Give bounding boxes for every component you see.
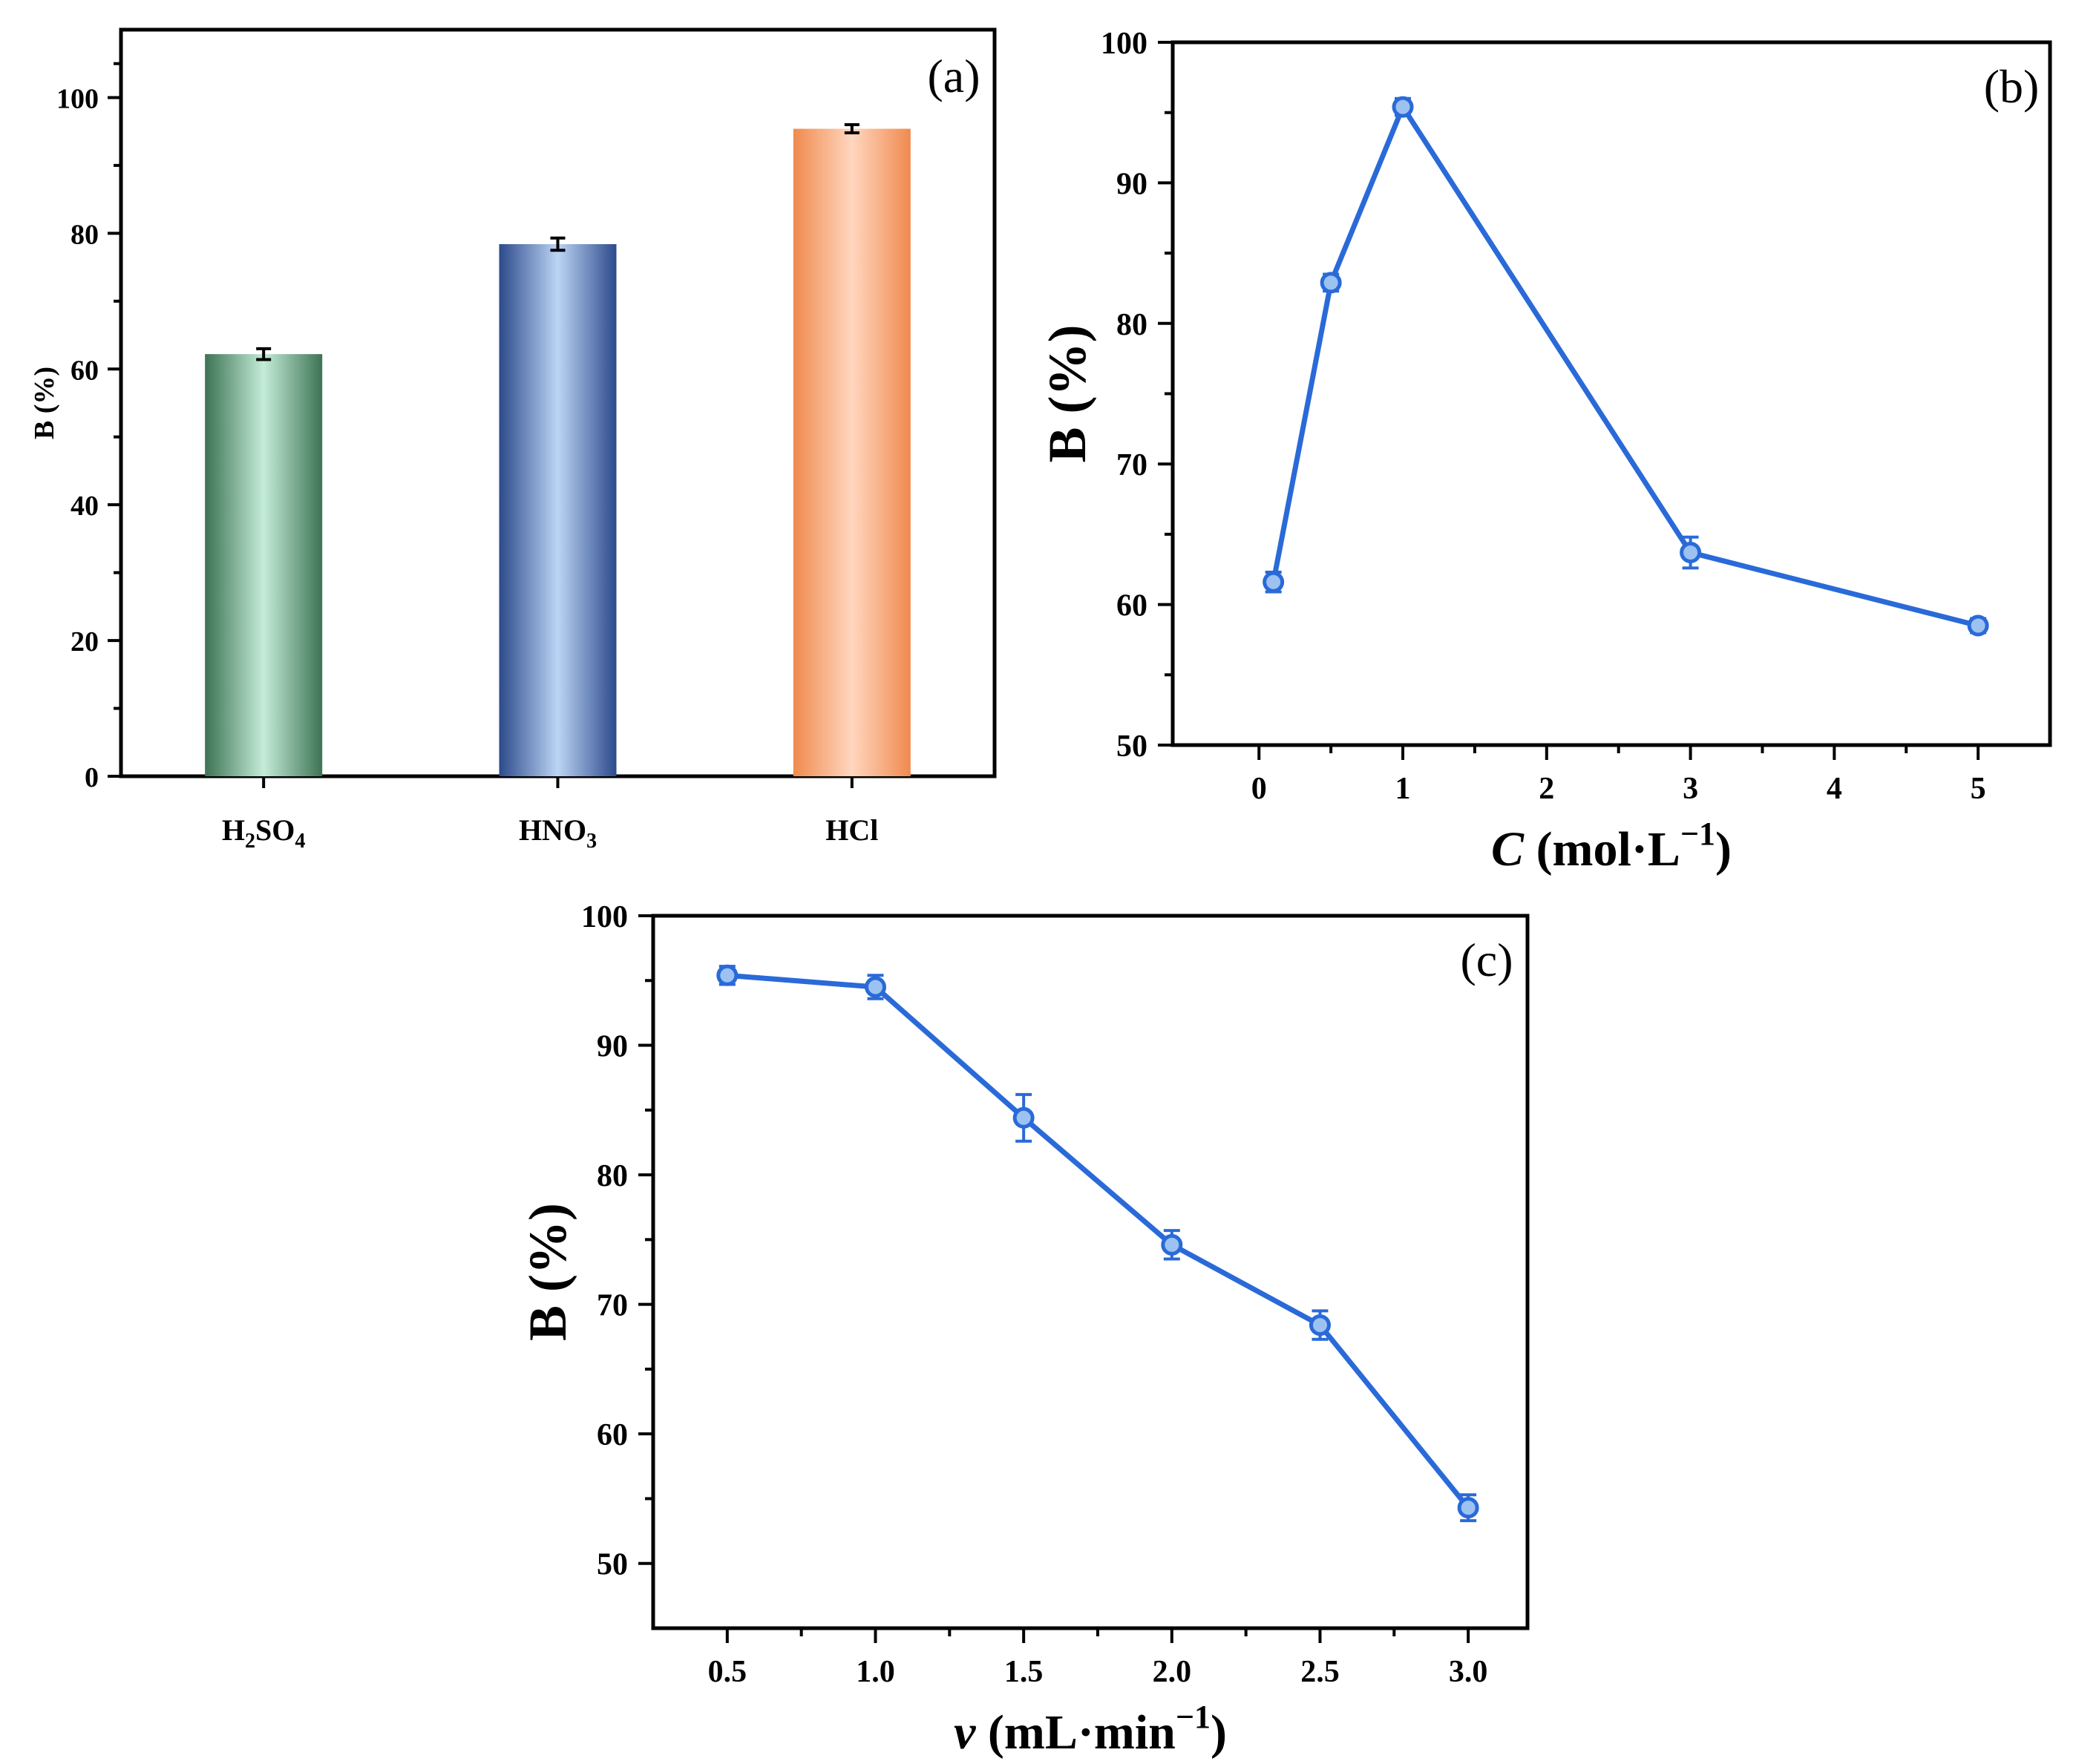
x-axis-superscript: −1	[1176, 1699, 1211, 1735]
x-axis-superscript: −1	[1680, 816, 1715, 852]
y-tick-label: 40	[71, 491, 99, 522]
y-tick-label: 90	[597, 1030, 628, 1064]
x-axis-title: C (mol·L−1)	[1491, 816, 1732, 876]
data-point	[1457, 1497, 1479, 1519]
y-tick-label: 90	[1116, 167, 1147, 201]
category-mid: SO	[255, 813, 295, 847]
category-base: H	[222, 813, 245, 847]
data-point	[1161, 1233, 1183, 1256]
data-point	[864, 976, 886, 998]
plot-frame	[1170, 40, 2052, 747]
y-tick-label: 50	[597, 1548, 628, 1582]
y-tick-label: 100	[1101, 27, 1147, 61]
x-axis-variable: v	[954, 1705, 976, 1760]
y-tick-label: 0	[85, 762, 99, 793]
x-category-label: H2SO4	[222, 813, 305, 853]
x-axis-close-paren: )	[1211, 1705, 1227, 1760]
x-tick-label: 4	[1827, 772, 1842, 806]
y-tick-label: 80	[71, 219, 99, 250]
data-point	[1320, 272, 1342, 294]
y-tick-label: 60	[71, 355, 99, 386]
x-tick-label: 2	[1539, 772, 1554, 806]
y-axis-title: B (%)	[29, 367, 60, 439]
series-line	[1271, 104, 1979, 629]
x-tick-label: 0	[1251, 772, 1267, 806]
data-point	[716, 964, 739, 986]
y-tick-label: 70	[1116, 448, 1147, 482]
y-tick-label: 20	[71, 626, 99, 658]
bar	[205, 354, 323, 777]
panel-label: (b)	[1984, 60, 2040, 113]
y-tick-label: 80	[1116, 308, 1147, 342]
x-tick-label: 1.0	[856, 1655, 895, 1689]
data-point	[1263, 571, 1285, 593]
x-tick-label: 1.5	[1004, 1655, 1044, 1689]
panel-label: (a)	[927, 50, 980, 102]
y-tick-label: 60	[597, 1418, 628, 1452]
x-axis-unit: (mL·min	[975, 1705, 1176, 1760]
y-axis-title: B (%)	[518, 1203, 577, 1341]
data-point	[1309, 1314, 1331, 1337]
y-tick-label: 100	[56, 83, 99, 114]
x-axis-title: v (mL·min−1)	[954, 1699, 1227, 1760]
series-line	[727, 972, 1470, 1509]
y-axis-title: B (%)	[1038, 325, 1097, 463]
category-subscript: 3	[586, 830, 597, 853]
category-subscript: 4	[295, 830, 305, 853]
data-point	[1967, 614, 1989, 637]
bar	[499, 243, 617, 777]
x-tick-label: 0.5	[708, 1655, 747, 1689]
plot-frame	[651, 914, 1530, 1630]
category-subscript: 2	[245, 830, 255, 853]
x-tick-label: 5	[1971, 772, 1986, 806]
x-category-label: HCl	[825, 813, 878, 847]
x-axis-variable: C	[1491, 822, 1525, 876]
panel-b: 50 60 70 80 90 100 0 1 2 3 4 5 B (%) C (mol·L−1) (b)	[1038, 27, 2052, 876]
data-point	[1392, 96, 1414, 118]
y-tick-label: 100	[581, 900, 628, 934]
x-tick-label: 3	[1683, 772, 1698, 806]
x-category-label: HNO3	[519, 813, 597, 853]
panel-label: (c)	[1460, 934, 1513, 986]
panel-a: 0 20 40 60 80 100 B (%) H2SO4 HNO3 HCl (a)	[29, 27, 997, 853]
y-tick-label: 70	[597, 1289, 628, 1323]
y-tick-label: 80	[597, 1159, 628, 1193]
x-tick-label: 1	[1395, 772, 1411, 806]
panel-c: 50 60 70 80 90 100 0.5 1.0 1.5 2.0 2.5 3.0 B (%) v (m…	[518, 900, 1530, 1760]
y-tick-label: 60	[1116, 589, 1147, 623]
y-tick-label: 50	[1116, 729, 1147, 764]
data-point	[1680, 542, 1702, 564]
x-tick-label: 3.0	[1449, 1655, 1488, 1689]
x-axis-close-paren: )	[1715, 822, 1732, 876]
x-tick-label: 2.5	[1300, 1655, 1340, 1689]
x-tick-label: 2.0	[1153, 1655, 1192, 1689]
data-point	[1012, 1106, 1035, 1129]
x-axis-unit: (mol·L	[1524, 822, 1680, 876]
bar	[793, 128, 911, 777]
category-base: HNO	[519, 813, 586, 847]
category-base: HCl	[825, 813, 878, 847]
